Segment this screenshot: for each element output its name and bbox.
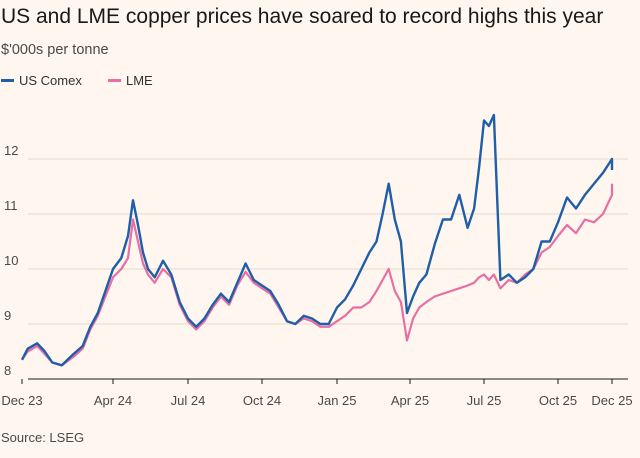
- legend-swatch-lme: [108, 79, 121, 83]
- x-tick-label: Apr 25: [391, 393, 429, 408]
- y-tick-label: 9: [4, 308, 11, 323]
- x-tick-label: Dec 25: [591, 393, 632, 408]
- legend-label-lme: LME: [126, 73, 153, 88]
- series-line-us-comex: [20, 113, 614, 367]
- series-line-lme: [21, 183, 614, 367]
- x-tick-label: Oct 24: [243, 393, 281, 408]
- x-tick-label: Jul 24: [171, 393, 206, 408]
- x-tick-label: Oct 25: [539, 393, 577, 408]
- legend-item-lme: LME: [108, 73, 153, 88]
- chart-subtitle: $'000s per tonne: [1, 42, 109, 58]
- legend-item-us-comex: US Comex: [1, 73, 82, 88]
- y-tick-label: 11: [4, 198, 18, 213]
- x-tick-label: Jul 25: [467, 393, 502, 408]
- source-note: Source: LSEG: [1, 430, 85, 445]
- chart-title: US and LME copper prices have soared to …: [1, 5, 604, 28]
- legend-label-us-comex: US Comex: [19, 73, 82, 88]
- legend-swatch-us-comex: [1, 79, 14, 83]
- y-tick-label: 8: [4, 363, 11, 378]
- x-tick-label: Apr 24: [94, 393, 132, 408]
- y-tick-label: 10: [4, 253, 18, 268]
- x-tick-label: Dec 23: [1, 393, 42, 408]
- x-tick-label: Jan 25: [317, 393, 356, 408]
- y-tick-label: 12: [4, 143, 18, 158]
